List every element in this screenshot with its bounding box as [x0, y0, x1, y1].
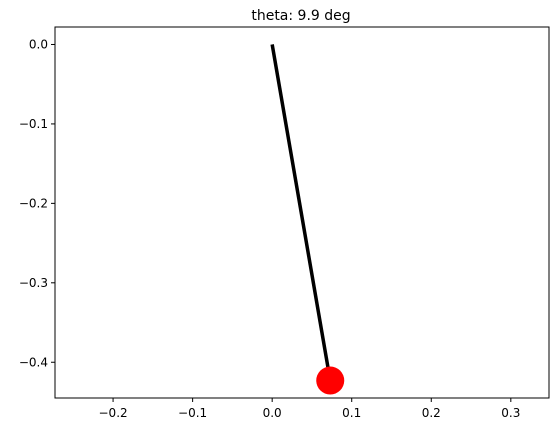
y-tick-label: −0.1: [19, 117, 48, 131]
x-tick-label: 0.0: [263, 406, 282, 420]
y-axis: 0.0 −0.1 −0.2 −0.3 −0.4: [19, 37, 55, 369]
x-tick-label: 0.1: [342, 406, 361, 420]
pendulum-bob: [316, 366, 345, 395]
chart-title: theta: 9.9 deg: [251, 8, 350, 24]
x-tick-label: −0.1: [178, 406, 207, 420]
axes-frame: [54, 26, 550, 399]
y-tick-label: 0.0: [29, 37, 48, 51]
x-tick-label: 0.2: [422, 406, 441, 420]
y-tick-label: −0.4: [19, 355, 48, 369]
y-tick-label: −0.3: [19, 276, 48, 290]
x-tick-label: 0.3: [501, 406, 520, 420]
x-axis: −0.2 −0.1 0.0 0.1 0.2 0.3: [99, 398, 520, 420]
x-tick-label: −0.2: [99, 406, 128, 420]
pendulum-rod: [270, 44, 332, 381]
y-tick-label: −0.2: [19, 196, 48, 210]
plot-area: [270, 44, 345, 395]
